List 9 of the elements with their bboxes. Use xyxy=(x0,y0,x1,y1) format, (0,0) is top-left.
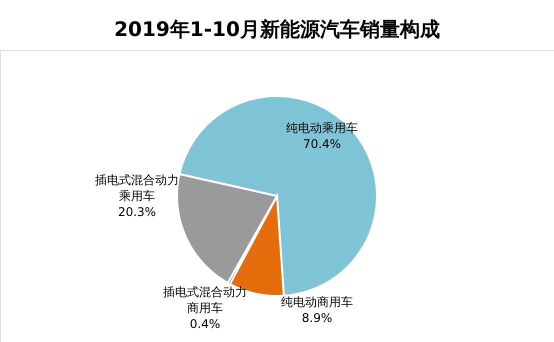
data-label: 20.3% xyxy=(118,205,156,219)
slice-label: 插电式混合动力乘用车 xyxy=(95,173,179,203)
data-label: 70.4% xyxy=(302,137,342,151)
slice-label: 插电式混合动力商用车 xyxy=(163,285,247,315)
chart-title: 2019年1-10月新能源汽车销量构成 xyxy=(114,17,440,41)
data-label: 8.9% xyxy=(302,311,332,325)
slice-label: 纯电动乘用车 xyxy=(286,121,358,135)
data-label: 0.4% xyxy=(190,317,220,331)
slice-label: 纯电动商用车 xyxy=(281,295,353,309)
